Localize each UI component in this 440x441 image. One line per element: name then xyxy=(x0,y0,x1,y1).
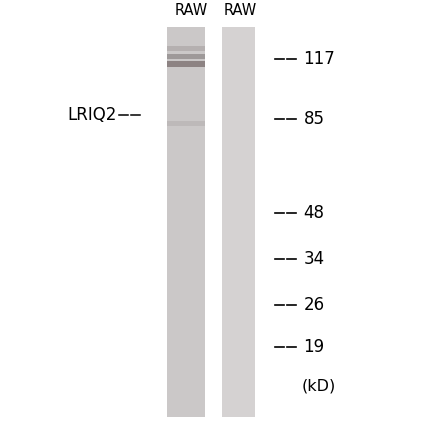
Text: RAW: RAW xyxy=(175,4,208,19)
Text: LRIQ2: LRIQ2 xyxy=(67,106,117,124)
Bar xyxy=(167,121,205,126)
Bar xyxy=(167,54,205,59)
Bar xyxy=(222,27,255,417)
Bar xyxy=(167,61,205,67)
Text: 48: 48 xyxy=(304,204,325,222)
Text: 19: 19 xyxy=(304,338,325,356)
Text: 85: 85 xyxy=(304,110,325,128)
Text: 26: 26 xyxy=(304,296,325,314)
Text: 34: 34 xyxy=(304,250,325,268)
Bar xyxy=(167,27,205,417)
Text: (kD): (kD) xyxy=(301,379,336,394)
Text: 117: 117 xyxy=(304,50,335,68)
Bar xyxy=(167,45,205,51)
Text: RAW: RAW xyxy=(223,4,257,19)
